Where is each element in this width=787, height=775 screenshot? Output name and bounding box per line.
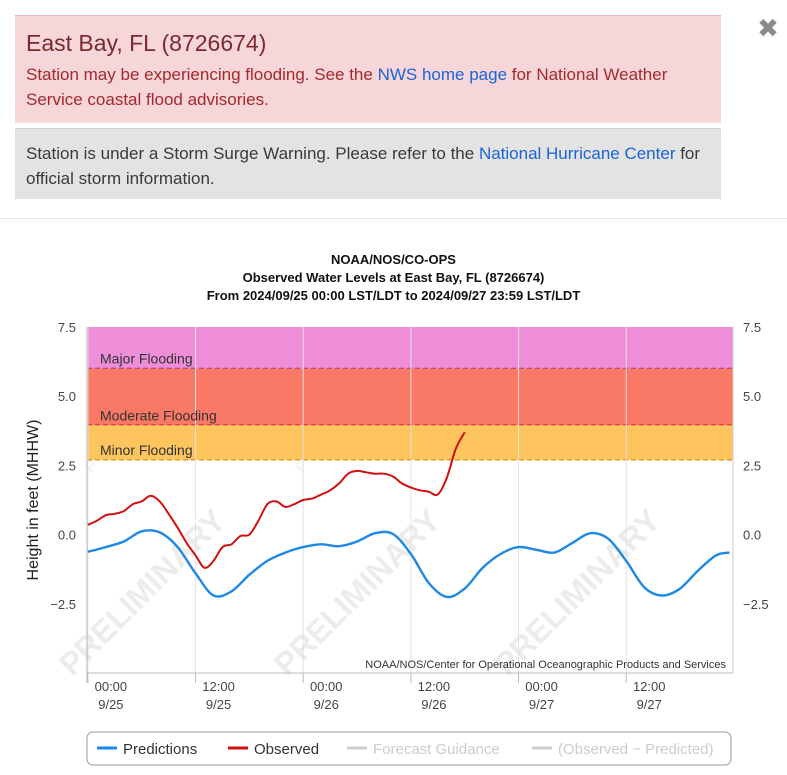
x-tick-time-2: 00:00 <box>310 679 343 694</box>
x-tick-time-1: 12:00 <box>202 679 235 694</box>
legend-item-forecast-guidance[interactable]: Forecast Guidance <box>347 741 500 758</box>
axes: 7.5 7.5 5.0 5.0 2.5 2.5 0.0 0.0 −2.5 −2.5 00:00 9/2… <box>50 320 768 712</box>
legend-label-forecast-guidance: Forecast Guidance <box>373 741 500 758</box>
chart-date-range: From 2024/09/25 00:00 LST/LDT to 2024/09… <box>207 288 581 303</box>
series-line-observed <box>87 431 466 569</box>
storm-surge-alert: Station is under a Storm Surge Warning. … <box>15 128 721 199</box>
legend-label-observed: Observed <box>254 741 319 758</box>
nws-home-page-link[interactable]: NWS home page <box>377 65 508 84</box>
station-title: East Bay, FL (8726674) <box>26 30 267 56</box>
y-tick-left-2: 2.5 <box>58 458 76 473</box>
band-moderate-flooding <box>87 368 733 426</box>
y-tick-right-0: 7.5 <box>743 320 761 335</box>
y-tick-left-4: −2.5 <box>50 597 76 612</box>
x-tick-time-3: 12:00 <box>418 679 451 694</box>
band-label-minor-flooding: Minor Flooding <box>100 442 193 458</box>
x-tick-time-5: 12:00 <box>633 679 666 694</box>
y-tick-left-0: 7.5 <box>58 320 76 335</box>
series-lines <box>87 431 730 599</box>
y-tick-left-3: 0.0 <box>58 528 76 543</box>
chart-title: NOAA/NOS/CO-OPS <box>331 252 456 267</box>
legend-item-observed-minus-predicted[interactable]: (Observed − Predicted) <box>532 741 714 758</box>
credit-text: NOAA/NOS/Center for Operational Oceanogr… <box>365 659 726 671</box>
legend-item-predictions[interactable]: Predictions <box>97 741 197 758</box>
flood-text-after: for National Weather Service coastal flo… <box>26 65 668 109</box>
legend-label-observed-minus-predicted: (Observed − Predicted) <box>558 741 714 758</box>
x-tick-date-3: 9/26 <box>421 697 446 712</box>
band-major-flooding <box>87 327 733 369</box>
divider <box>0 218 787 219</box>
chart-subtitle: Observed Water Levels at East Bay, FL (8… <box>243 270 545 285</box>
surge-text-after: for official storm information. <box>26 144 701 188</box>
band-label-moderate-flooding: Moderate Flooding <box>100 407 217 423</box>
national-hurricane-center-link[interactable]: National Hurricane Center <box>478 144 676 163</box>
y-tick-right-3: 0.0 <box>743 528 761 543</box>
legend-box <box>86 731 732 766</box>
flood-message: Station may be experiencing flooding. Se… <box>26 62 710 112</box>
flood-text-before: Station may be experiencing flooding. Se… <box>26 65 378 84</box>
y-tick-left-1: 5.0 <box>58 389 76 404</box>
band-minor-flooding <box>87 425 733 460</box>
x-tick-time-4: 00:00 <box>525 679 558 694</box>
x-tick-date-1: 9/25 <box>206 697 231 712</box>
series-line-predictions <box>87 529 730 599</box>
legend: Predictions Observed Forecast Guidance (… <box>86 731 732 766</box>
x-tick-time-0: 00:00 <box>95 679 128 694</box>
band-label-major-flooding: Major Flooding <box>100 351 193 367</box>
flood-bands <box>87 327 733 673</box>
y-axis-label: Height in feet (MHHW) <box>25 420 42 581</box>
x-tick-date-2: 9/26 <box>314 697 339 712</box>
x-tick-date-4: 9/27 <box>529 697 554 712</box>
x-tick-date-5: 9/27 <box>637 697 662 712</box>
flood-alert: East Bay, FL (8726674) Station may be ex… <box>15 15 721 123</box>
legend-label-predictions: Predictions <box>123 741 197 758</box>
x-tick-date-0: 9/25 <box>98 697 123 712</box>
y-tick-right-2: 2.5 <box>743 458 761 473</box>
surge-text-before: Station is under a Storm Surge Warning. … <box>26 144 479 163</box>
y-tick-right-1: 5.0 <box>743 389 761 404</box>
close-icon[interactable]: ✖ <box>757 14 779 44</box>
band-labels: Major Flooding Moderate Flooding Minor Flo… <box>100 351 217 458</box>
y-tick-right-4: −2.5 <box>743 597 769 612</box>
legend-item-observed[interactable]: Observed <box>228 741 319 758</box>
